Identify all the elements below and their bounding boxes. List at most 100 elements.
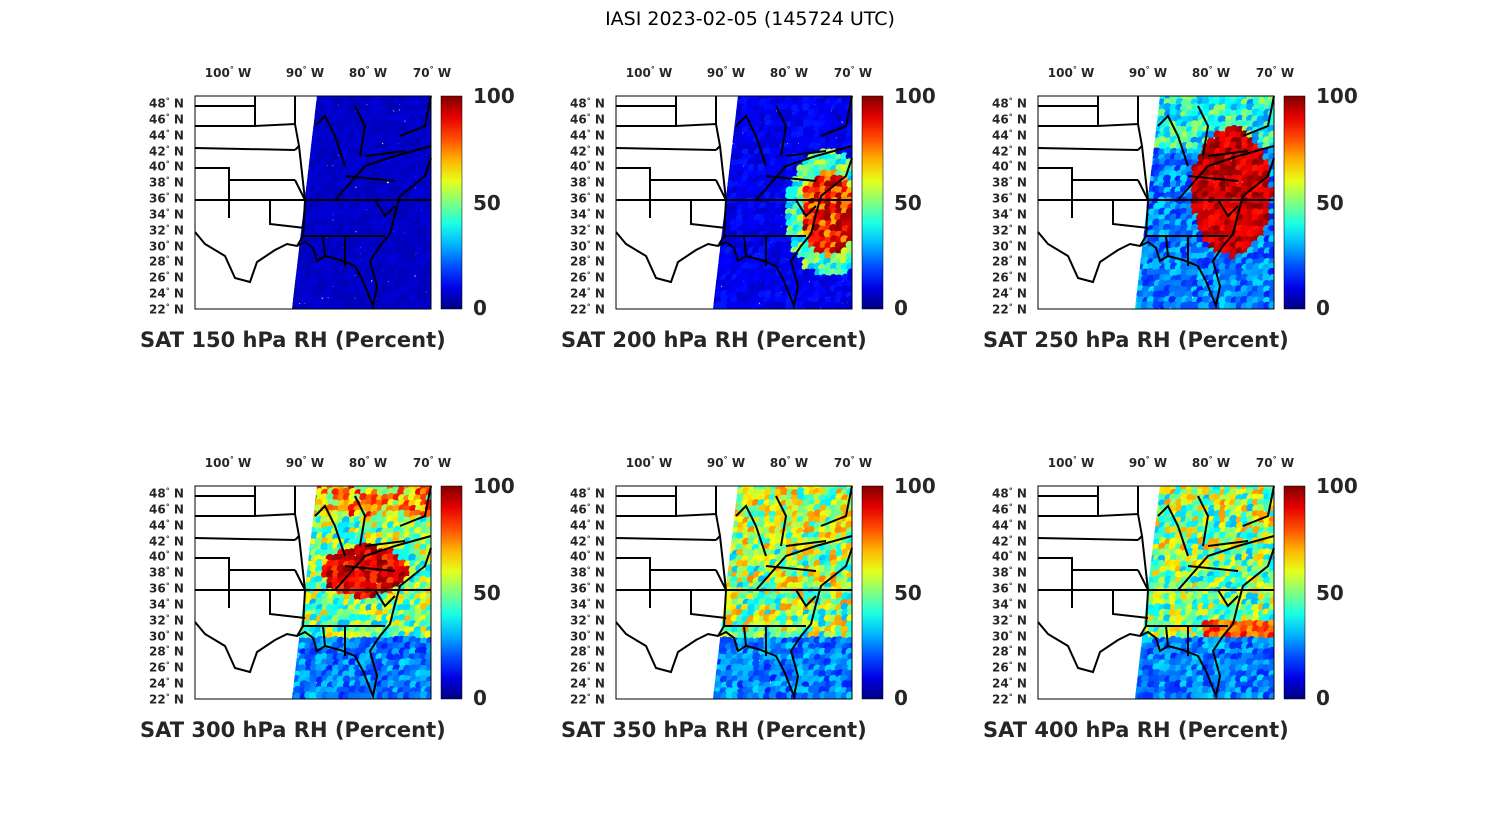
lat-tick-label: 22° N — [149, 303, 184, 317]
rh-point — [292, 598, 298, 608]
rh-point — [713, 213, 718, 223]
rh-point — [293, 614, 303, 623]
rh-point — [726, 103, 735, 113]
tick-value: 42 — [149, 534, 166, 549]
rh-point — [1201, 295, 1211, 305]
rh-point — [1268, 235, 1274, 244]
rh-point — [297, 108, 307, 118]
tick-value: 70 — [412, 456, 430, 470]
tick-value: 24 — [992, 286, 1009, 301]
hemisphere-suffix: W — [858, 66, 873, 80]
degree-symbol: ° — [586, 254, 591, 264]
rh-point — [726, 115, 735, 124]
hemisphere-suffix: N — [173, 286, 184, 301]
degree-symbol: ° — [1008, 302, 1013, 312]
rh-point — [1135, 131, 1139, 140]
lon-tick-label: 90° W — [1129, 66, 1167, 81]
rh-point — [292, 258, 297, 267]
degree-symbol: ° — [586, 286, 591, 296]
rh-point — [292, 174, 296, 183]
colorbar — [440, 95, 463, 310]
rh-point — [292, 230, 298, 240]
rh-point — [713, 209, 718, 218]
rh-point — [802, 136, 811, 145]
rh-point — [725, 486, 734, 492]
tick-value: 30 — [149, 239, 166, 254]
hemisphere-suffix: W — [310, 456, 325, 470]
rh-point — [796, 164, 805, 173]
degree-symbol: ° — [586, 128, 591, 138]
tick-value: 28 — [992, 254, 1009, 269]
rh-point — [292, 186, 296, 196]
rh-point — [297, 115, 307, 124]
tick-value: 24 — [149, 286, 166, 301]
lat-tick-label: 28° N — [570, 254, 605, 269]
rh-point — [1251, 131, 1261, 140]
lat-tick-label: 42° N — [570, 145, 605, 158]
degree-symbol: ° — [1008, 207, 1013, 217]
lat-tick-label: 42° N — [992, 145, 1027, 158]
rh-point — [845, 136, 852, 145]
rh-point — [292, 158, 297, 167]
rh-point — [325, 213, 334, 222]
rh-point — [299, 526, 308, 535]
rh-point — [763, 289, 773, 299]
rh-point — [292, 505, 302, 514]
degree-symbol: ° — [165, 629, 170, 639]
rh-point — [735, 108, 744, 117]
axes-box — [615, 95, 853, 310]
rh-point — [299, 96, 308, 102]
rh-point — [713, 251, 718, 261]
rh-point — [419, 180, 429, 189]
hemisphere-suffix: N — [173, 502, 184, 517]
rh-point — [403, 235, 412, 244]
degree-symbol: ° — [165, 597, 170, 607]
panel-title: SAT 200 hPa RH (Percent) — [561, 328, 867, 352]
hemisphere-suffix: N — [1016, 239, 1027, 254]
hemisphere-suffix: N — [173, 644, 184, 659]
rh-point — [724, 120, 734, 129]
rh-point — [1141, 109, 1150, 119]
lat-tick-label: 48° N — [992, 97, 1027, 111]
rh-point — [298, 130, 308, 140]
rh-point — [720, 521, 729, 530]
rh-point — [1163, 102, 1172, 112]
rh-point — [347, 191, 357, 200]
lat-tick-label: 44° N — [992, 129, 1027, 142]
hemisphere-suffix: N — [594, 128, 605, 143]
rh-point — [292, 619, 297, 628]
degree-symbol: ° — [1272, 65, 1277, 74]
rh-point — [1135, 246, 1139, 256]
tick-value: 70 — [833, 66, 851, 80]
rh-point — [1190, 246, 1199, 255]
tick-value: 34 — [992, 207, 1009, 222]
lat-tick-label: 24° N — [570, 286, 605, 301]
rh-point — [292, 246, 297, 256]
hemisphere-suffix: N — [594, 112, 605, 127]
lat-tick-label: 36° N — [570, 192, 605, 206]
rh-point — [375, 136, 384, 145]
rh-point — [1162, 180, 1172, 189]
lat-tick-label: 40° N — [149, 550, 184, 564]
tick-value: 34 — [149, 207, 166, 222]
lon-tick-label: 80° W — [349, 66, 387, 81]
rh-point — [1268, 169, 1274, 178]
rh-point — [319, 262, 329, 271]
rh-point — [292, 197, 302, 206]
tick-value: 28 — [149, 644, 166, 659]
rh-point — [309, 203, 318, 212]
rh-point — [304, 504, 313, 514]
tick-value: 26 — [149, 660, 166, 675]
lat-tick-label: 44° N — [570, 129, 605, 142]
rh-point — [790, 119, 800, 128]
lat-tick-label: 32° N — [570, 224, 605, 237]
rh-point — [752, 295, 761, 304]
degree-symbol: ° — [586, 270, 591, 280]
rh-point — [719, 164, 729, 173]
rh-point — [352, 301, 362, 309]
lat-tick-label: 42° N — [149, 535, 184, 548]
degree-symbol: ° — [586, 239, 591, 249]
rh-point — [303, 499, 312, 508]
rh-point — [1262, 273, 1271, 282]
rh-point — [802, 274, 811, 283]
